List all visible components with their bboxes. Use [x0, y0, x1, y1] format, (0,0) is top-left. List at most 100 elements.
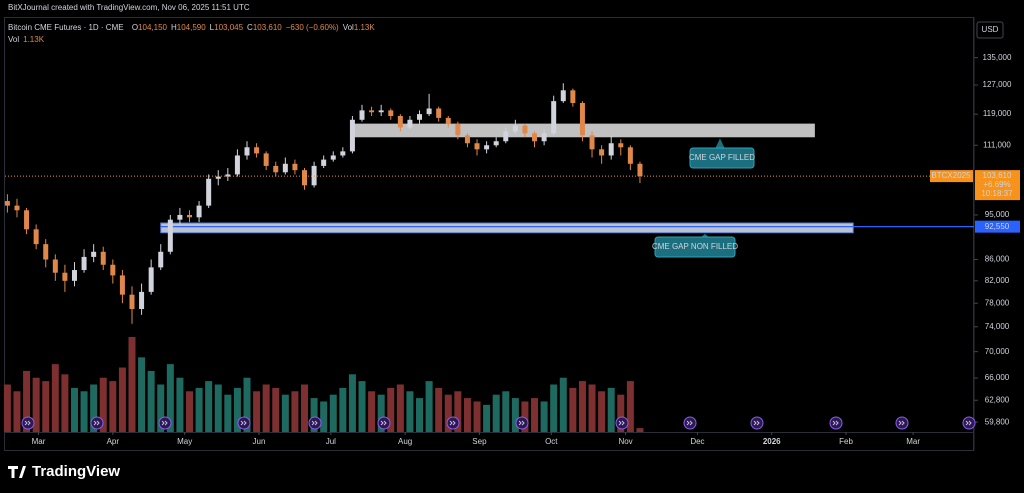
candle-body: [522, 125, 528, 134]
candle-body: [177, 214, 183, 220]
volume-bar: [559, 377, 567, 432]
event-circle: [446, 416, 460, 430]
x-tick-label: Dec: [690, 437, 704, 446]
volume-bar: [540, 401, 548, 432]
event-icon: [161, 420, 168, 426]
y-tick-label: 70,000: [985, 347, 1010, 356]
brand-logo: TradingView: [8, 463, 120, 480]
event-marker[interactable]: [615, 416, 629, 430]
event-circle: [158, 416, 172, 430]
event-marker[interactable]: [377, 416, 391, 430]
volume-bar: [444, 394, 452, 432]
volume-bar: [109, 381, 117, 432]
volume-bar: [272, 387, 280, 432]
y-tick-label: 119,000: [983, 109, 1012, 118]
candle-body: [225, 174, 231, 177]
event-marker[interactable]: [308, 416, 322, 430]
candle-body: [244, 147, 250, 156]
event-icon: [240, 420, 247, 426]
candle-body: [14, 205, 20, 211]
candle-body: [100, 251, 106, 265]
candle-body: [397, 116, 403, 128]
candle-body: [417, 114, 423, 120]
currency-box[interactable]: [976, 21, 1004, 39]
brand: TradingView: [32, 463, 120, 480]
event-marker[interactable]: [158, 416, 172, 430]
x-tick-label: May: [177, 437, 192, 446]
candle-body: [541, 133, 547, 142]
ohlc-key: C: [247, 23, 253, 32]
candle-body: [110, 264, 116, 276]
candle-body: [637, 163, 643, 177]
event-icon: [686, 420, 693, 426]
event-marker[interactable]: [750, 416, 764, 430]
ohlc-change: −630 (−0.60%): [286, 23, 339, 32]
volume-bar: [70, 387, 78, 432]
volume-value: 1.13K: [23, 35, 45, 44]
event-circle: [90, 416, 104, 430]
candle-body: [119, 275, 125, 295]
event-icon: [753, 420, 760, 426]
y-tick-label: 78,000: [985, 298, 1010, 307]
event-marker[interactable]: [90, 416, 104, 430]
candle-body: [349, 119, 355, 152]
candle-body: [493, 141, 499, 146]
candle-body: [43, 244, 49, 260]
event-marker[interactable]: [895, 416, 909, 430]
y-tick-label: 127,000: [983, 80, 1012, 89]
volume-bar: [358, 381, 366, 432]
event-circle: [237, 416, 251, 430]
y-tick-label: 111,000: [983, 140, 1011, 149]
candle-body: [215, 176, 221, 179]
event-marker[interactable]: [21, 416, 35, 430]
candle-body: [158, 251, 164, 268]
event-icon: [93, 420, 100, 426]
candle-body: [62, 272, 68, 281]
candle-body: [129, 294, 135, 309]
volume-key: Vol: [8, 35, 19, 44]
candle-body: [608, 143, 614, 156]
event-marker[interactable]: [515, 416, 529, 430]
volume-bar: [205, 381, 213, 432]
candle-body: [24, 210, 30, 230]
candle-body: [551, 101, 557, 134]
candle-body: [340, 151, 346, 156]
event-circle: [750, 416, 764, 430]
volume-bar: [531, 398, 539, 432]
x-tick-label: Feb: [839, 437, 853, 446]
volume-legend: Vol 1.13K: [8, 35, 45, 44]
event-marker[interactable]: [237, 416, 251, 430]
callout-label: CME GAP NON FILLED: [652, 242, 738, 251]
volume-bar: [396, 384, 404, 432]
event-icon: [965, 420, 972, 426]
candle-body: [512, 125, 518, 132]
candle-body: [618, 143, 624, 148]
ohlc-value: 103,610: [253, 23, 282, 32]
candle-body: [503, 131, 509, 142]
volume-bar: [626, 381, 634, 432]
price-tag: [975, 170, 1020, 201]
volume-bar: [185, 391, 193, 432]
volume-bar: [339, 387, 347, 432]
candle-body: [570, 90, 576, 103]
volume-bar: [23, 370, 31, 432]
event-marker[interactable]: [683, 416, 697, 430]
y-tick-label: 95,000: [985, 210, 1010, 219]
legend-title: Bitcoin CME Futures · 1D · CME: [8, 23, 124, 32]
event-marker[interactable]: [829, 416, 843, 430]
volume-bar: [128, 337, 136, 432]
candle-body: [426, 108, 432, 115]
x-tick-label: Nov: [618, 437, 632, 446]
volume-bar: [578, 381, 586, 432]
volume-bar: [617, 394, 625, 432]
event-icon: [898, 420, 905, 426]
event-marker[interactable]: [446, 416, 460, 430]
volume-bar: [569, 387, 577, 432]
ohlc-value: 104,150: [138, 23, 167, 32]
event-icon: [832, 420, 839, 426]
event-marker[interactable]: [962, 416, 976, 430]
currency[interactable]: USD: [982, 25, 999, 34]
level-tag: [975, 220, 1020, 233]
candle-body: [254, 147, 260, 154]
candle-body: [33, 229, 39, 245]
